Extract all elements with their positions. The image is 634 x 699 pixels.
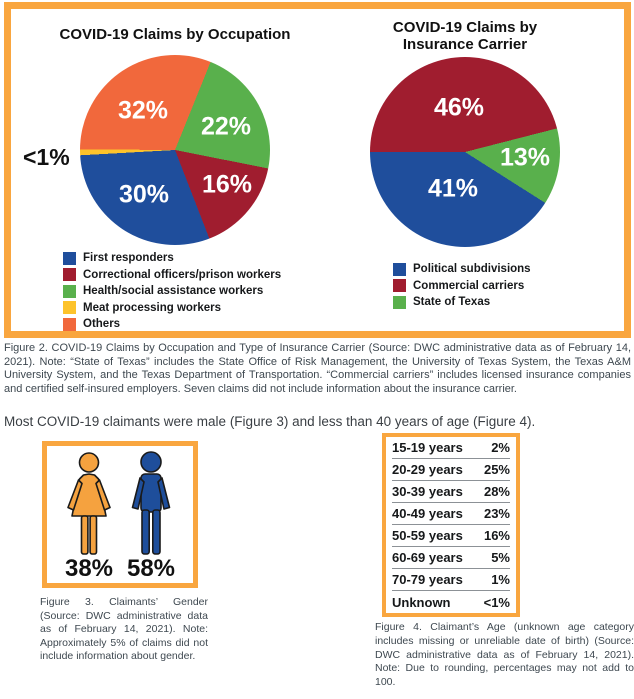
- female-column: 38%: [63, 451, 115, 582]
- legend-swatch-blue: [393, 262, 406, 276]
- male-percentage: 58%: [126, 555, 176, 582]
- legend-item: State of Texas: [393, 294, 531, 311]
- occupation-legend: First responders Correctional officers/p…: [63, 250, 281, 333]
- table-row: 40-49 years 23%: [392, 503, 510, 525]
- legend-swatch-red: [63, 268, 76, 282]
- occupation-chart-title: COVID-19 Claims by Occupation: [59, 26, 291, 43]
- age-pct-cell: 16%: [483, 528, 510, 543]
- carrier-legend: Political subdivisions Commercial carrie…: [393, 261, 531, 311]
- figure2-caption: Figure 2. COVID-19 Claims by Occupation …: [4, 342, 631, 395]
- legend-item: Commercial carriers: [393, 278, 531, 295]
- legend-label: State of Texas: [413, 296, 491, 309]
- male-column: 58%: [125, 451, 177, 582]
- legend-label: Health/social assistance workers: [83, 285, 264, 298]
- age-range-cell: 15-19 years: [392, 440, 463, 455]
- age-pct-cell: 1%: [491, 572, 510, 587]
- table-row: 30-39 years 28%: [392, 481, 510, 503]
- female-icon: [67, 452, 111, 555]
- occupation-slice-label-others: 32%: [117, 96, 169, 125]
- figure2-panel: COVID-19 Claims by Occupation COVID-19 C…: [4, 2, 631, 338]
- female-percentage: 38%: [64, 555, 114, 582]
- figure4-caption: Figure 4. Claimant’s Age (unknown age ca…: [375, 621, 634, 689]
- legend-item: Correctional officers/prison workers: [63, 267, 281, 284]
- figure3-gender-box: 38% 58%: [42, 441, 198, 588]
- table-row: 60-69 years 5%: [392, 547, 510, 569]
- legend-swatch-green: [63, 284, 76, 298]
- legend-item: Health/social assistance workers: [63, 283, 281, 300]
- table-row: 70-79 years 1%: [392, 569, 510, 591]
- age-range-cell: 60-69 years: [392, 550, 463, 565]
- carrier-slice-label-political: 41%: [427, 174, 479, 203]
- occupation-slice-label-first-responders: 30%: [118, 180, 170, 209]
- legend-label: Others: [83, 318, 121, 331]
- carrier-pie-chart: 46% 13% 41%: [370, 57, 560, 247]
- legend-swatch-red: [393, 279, 406, 293]
- legend-label: Commercial carriers: [413, 279, 525, 292]
- legend-label: Correctional officers/prison workers: [83, 268, 282, 281]
- legend-label: Meat processing workers: [83, 301, 222, 314]
- age-pct-cell: <1%: [483, 594, 510, 610]
- legend-item: First responders: [63, 250, 281, 267]
- occupation-slice-label-correctional: 16%: [201, 170, 253, 199]
- occupation-slice-label-health: 22%: [200, 112, 252, 141]
- carrier-slice-label-state: 13%: [499, 143, 551, 172]
- age-pct-cell: 5%: [491, 550, 510, 565]
- age-range-cell: 20-29 years: [392, 462, 463, 477]
- occupation-slice-label-meat-processing: <1%: [23, 144, 70, 170]
- table-row: 15-19 years 2%: [392, 437, 510, 459]
- table-row: 20-29 years 25%: [392, 459, 510, 481]
- legend-swatch-blue: [63, 251, 76, 265]
- table-row: 50-59 years 16%: [392, 525, 510, 547]
- age-pct-cell: 23%: [483, 506, 510, 521]
- legend-swatch-orange: [63, 317, 76, 331]
- legend-label: First responders: [83, 252, 174, 265]
- legend-swatch-green: [393, 295, 406, 309]
- figure3-caption: Figure 3. Claimants’ Gender (Source: DWC…: [40, 596, 208, 662]
- occupation-pie-chart: 32% 22% 16% 30%: [80, 55, 270, 245]
- carrier-chart-title: COVID-19 Claims by Insurance Carrier: [392, 19, 538, 53]
- age-pct-cell: 2%: [491, 440, 510, 455]
- age-range-cell: 30-39 years: [392, 484, 463, 499]
- age-range-cell: Unknown: [392, 594, 451, 610]
- table-row: Unknown <1%: [392, 591, 510, 613]
- legend-item: Others: [63, 316, 281, 333]
- legend-item: Meat processing workers: [63, 300, 281, 317]
- legend-label: Political subdivisions: [413, 263, 531, 276]
- body-text: Most COVID-19 claimants were male (Figur…: [4, 414, 536, 429]
- male-icon: [131, 451, 171, 555]
- age-range-cell: 50-59 years: [392, 528, 463, 543]
- age-range-cell: 70-79 years: [392, 572, 463, 587]
- legend-swatch-yellow: [63, 301, 76, 315]
- age-pct-cell: 28%: [483, 484, 510, 499]
- carrier-slice-label-commercial: 46%: [433, 93, 485, 122]
- age-pct-cell: 25%: [483, 462, 510, 477]
- age-range-cell: 40-49 years: [392, 506, 463, 521]
- figure4-age-table: 15-19 years 2% 20-29 years 25% 30-39 yea…: [382, 433, 520, 617]
- legend-item: Political subdivisions: [393, 261, 531, 278]
